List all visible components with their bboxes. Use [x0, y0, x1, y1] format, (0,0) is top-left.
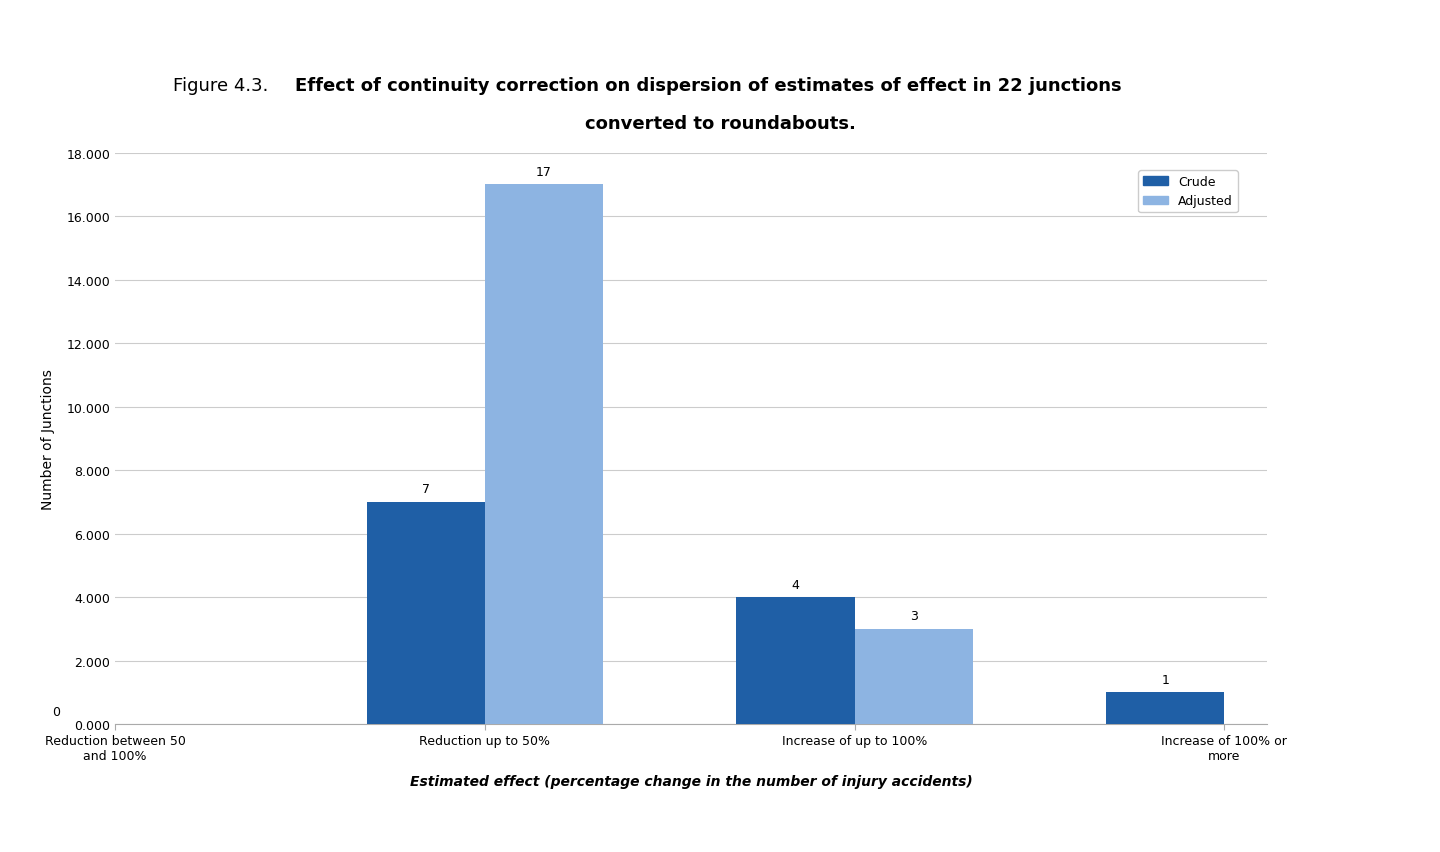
Text: converted to roundabouts.: converted to roundabouts.	[585, 115, 855, 133]
Text: 1: 1	[1161, 673, 1169, 686]
Bar	[485, 185, 603, 724]
Text: Effect of continuity correction on dispersion of estimates of effect in 22 junct: Effect of continuity correction on dispe…	[295, 77, 1122, 95]
Text: 0: 0	[52, 705, 60, 718]
Y-axis label: Number of Junctions: Number of Junctions	[42, 368, 55, 509]
Text: 4: 4	[792, 578, 799, 591]
Text: 7: 7	[422, 483, 429, 496]
Bar	[736, 597, 854, 724]
Text: Figure 4.3.: Figure 4.3.	[173, 77, 268, 95]
Text: 3: 3	[910, 610, 917, 623]
X-axis label: Estimated effect (percentage change in the number of injury accidents): Estimated effect (percentage change in t…	[410, 774, 972, 787]
Bar	[367, 502, 485, 724]
Text: 17: 17	[536, 166, 552, 179]
Bar	[854, 629, 973, 724]
Legend: Crude, Adjusted: Crude, Adjusted	[1138, 171, 1238, 213]
Bar	[1106, 693, 1224, 724]
